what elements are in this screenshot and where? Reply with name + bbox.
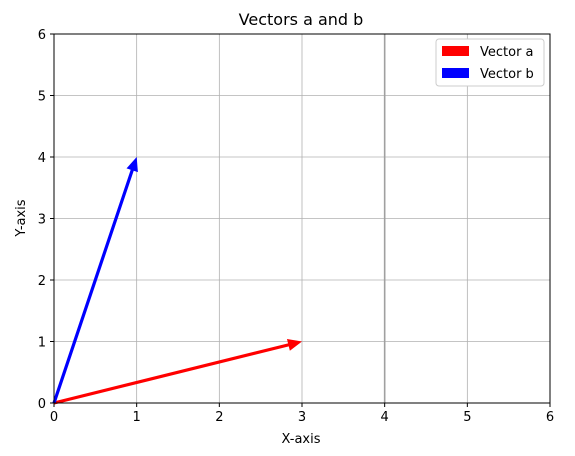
x-tick-label-1: 1: [133, 410, 141, 425]
y-axis-label: Y-axis: [14, 199, 29, 237]
y-tick-label-3: 3: [38, 213, 46, 228]
x-tick-label-4: 4: [381, 410, 389, 425]
legend: Vector a Vector b: [435, 38, 545, 87]
x-tick-label-5: 5: [463, 410, 471, 425]
plot-area: 0 1 2 3 4 5 6 0 1 2 3 4 5 6: [38, 28, 554, 425]
x-tick-label-2: 2: [215, 410, 223, 425]
y-tick-label-4: 4: [38, 151, 46, 166]
legend-label-vector-b: Vector b: [480, 67, 534, 82]
x-tick-label-3: 3: [298, 410, 306, 425]
arrow-vector-b: [52, 157, 138, 404]
x-axis-ticks: 0 1 2 3 4 5 6: [50, 403, 554, 425]
chart-title: Vectors a and b: [239, 10, 364, 29]
y-tick-label-1: 1: [38, 336, 46, 351]
x-axis-label: X-axis: [282, 432, 321, 447]
y-axis-ticks: 0 1 2 3 4 5 6: [38, 28, 54, 412]
x-tick-label-6: 6: [546, 410, 554, 425]
vectors: [52, 157, 302, 405]
legend-swatch-vector-b: [442, 68, 469, 78]
y-tick-label-2: 2: [38, 274, 46, 289]
legend-swatch-vector-a: [442, 46, 469, 56]
y-tick-label-6: 6: [38, 28, 46, 43]
y-tick-label-0: 0: [38, 397, 46, 412]
legend-label-vector-a: Vector a: [480, 45, 534, 60]
y-tick-label-5: 5: [38, 90, 46, 105]
arrow-vector-a: [53, 339, 302, 405]
x-tick-label-0: 0: [50, 410, 58, 425]
